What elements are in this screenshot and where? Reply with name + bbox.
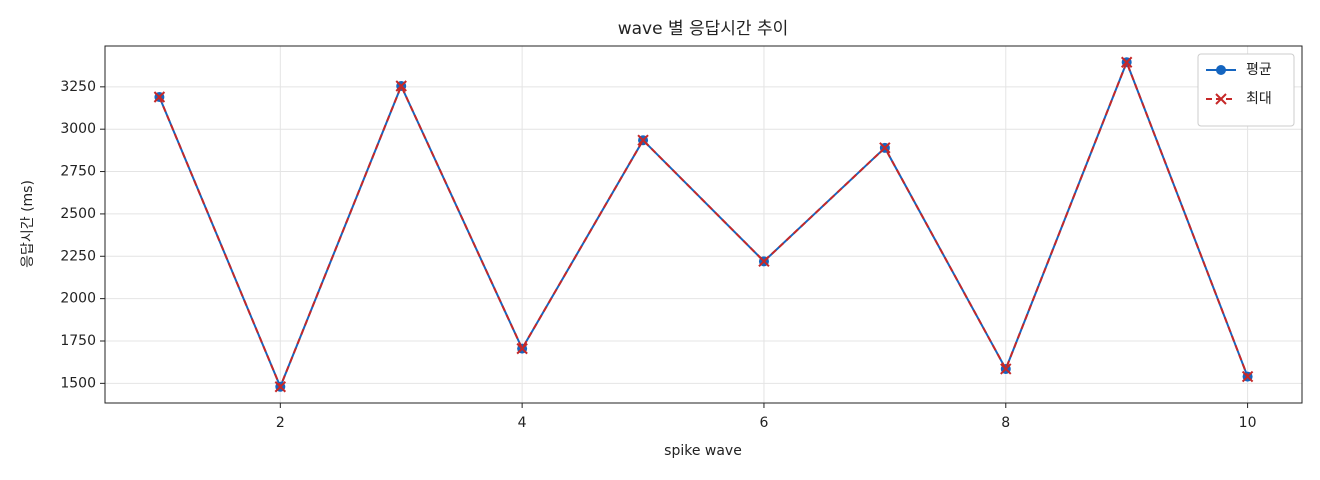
y-tick-label: 3000: [60, 121, 96, 137]
y-axis-label: 응답시간 (ms): [20, 180, 36, 268]
y-tick-label: 1500: [60, 375, 96, 391]
marker: [879, 142, 891, 154]
plot-frame: [104, 45, 1303, 404]
y-tick-label: 3250: [60, 79, 96, 95]
marker: [516, 342, 528, 355]
y-tick-label: 1750: [60, 333, 96, 349]
marker: [1120, 56, 1133, 68]
chart-title: wave 별 응답시간 추이: [618, 19, 789, 39]
marker-x: [758, 255, 770, 268]
marker: [274, 381, 287, 393]
x-axis-label: spike wave: [664, 443, 742, 459]
marker: [1215, 93, 1227, 105]
marker: [1216, 65, 1226, 75]
marker-x: [1241, 370, 1254, 383]
x-tick-label: 10: [1239, 415, 1257, 431]
marker-x: [153, 91, 166, 103]
marker-x: [395, 80, 407, 92]
marker-x: [274, 381, 287, 393]
legend-label: 평균: [1246, 62, 1272, 78]
marker: [758, 255, 770, 268]
marker-x: [637, 134, 649, 146]
series-line: [158, 59, 1249, 390]
marker: [637, 134, 649, 146]
marker-x: [879, 142, 891, 154]
legend-label: 최대: [1246, 91, 1272, 107]
marker-x: [1215, 93, 1227, 105]
marker-x: [516, 342, 528, 355]
y-tick-label: 2500: [60, 206, 96, 222]
marker: [395, 80, 407, 92]
marker-x: [1000, 363, 1012, 375]
marker: [153, 91, 166, 103]
x-tick-label: 2: [276, 415, 285, 431]
x-tick-label: 4: [518, 415, 527, 431]
x-tick-label: 8: [1001, 415, 1010, 431]
y-tick-label: 2750: [60, 164, 96, 180]
marker: [1241, 370, 1254, 383]
marker-x: [1120, 56, 1133, 68]
y-tick-label: 2000: [60, 291, 96, 307]
x-tick-label: 6: [759, 415, 768, 431]
y-tick-label: 2250: [60, 248, 96, 264]
marker: [1000, 363, 1012, 375]
series-line: [158, 59, 1249, 390]
